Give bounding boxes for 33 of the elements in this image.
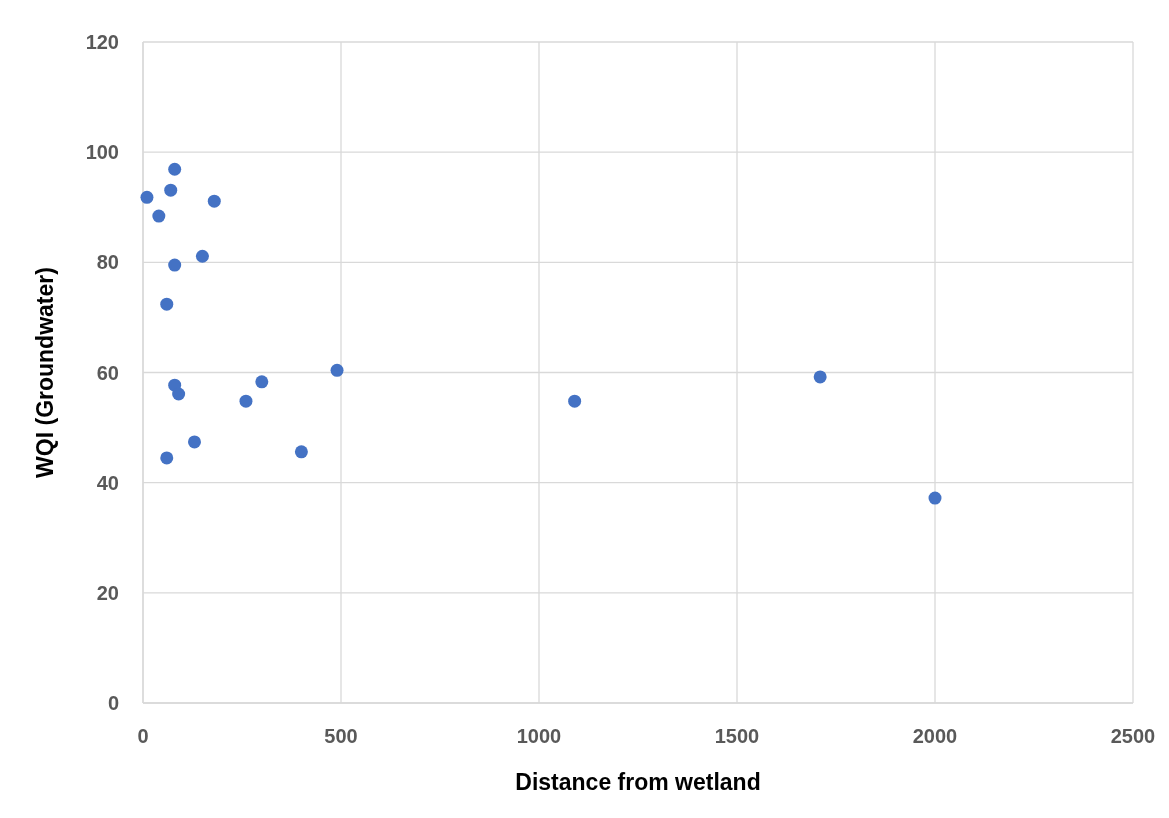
- x-tick-label: 0: [137, 725, 149, 747]
- point: [152, 209, 166, 223]
- y-tick-label: 120: [85, 31, 119, 53]
- y-tick-label: 20: [96, 581, 119, 604]
- point: [172, 387, 186, 401]
- point: [187, 435, 201, 449]
- point: [813, 370, 827, 384]
- y-tick-label: 40: [96, 471, 119, 494]
- point: [330, 363, 344, 377]
- x-tick-label: 2500: [1110, 725, 1156, 747]
- point: [207, 194, 221, 208]
- point: [160, 451, 174, 465]
- y-axis-title: WQI (Groundwater): [32, 267, 58, 478]
- point: [255, 375, 269, 389]
- point: [160, 297, 174, 311]
- point: [239, 394, 253, 408]
- x-tick-label: 1500: [714, 725, 760, 747]
- x-axis-title: Distance from wetland: [515, 769, 761, 795]
- point: [928, 491, 942, 505]
- point: [140, 190, 154, 204]
- y-tick-label: 100: [85, 141, 119, 164]
- x-tick-label: 2000: [912, 725, 958, 747]
- x-tick-label: 1000: [516, 725, 562, 747]
- y-tick-label: 80: [96, 251, 119, 274]
- y-tick-label: 60: [96, 361, 119, 384]
- x-tick-label: 500: [324, 725, 358, 747]
- point: [294, 445, 308, 459]
- point: [164, 183, 178, 197]
- point: [568, 394, 582, 408]
- point: [168, 162, 182, 176]
- y-tick-label: 0: [107, 692, 119, 714]
- point: [195, 249, 209, 263]
- point: [168, 258, 182, 272]
